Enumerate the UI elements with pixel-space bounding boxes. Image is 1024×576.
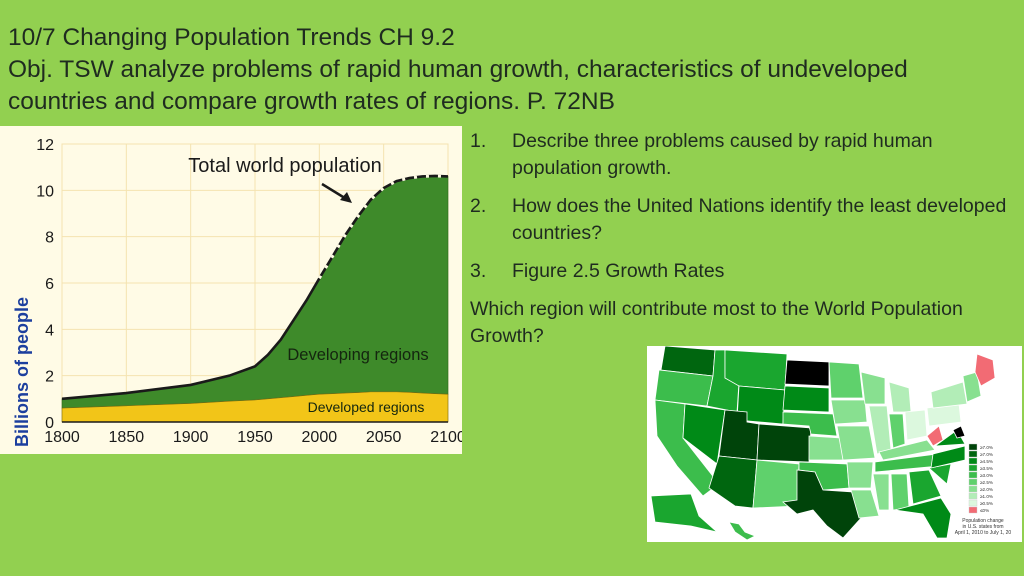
state-maine xyxy=(974,353,996,387)
question-list: 1. Describe three problems caused by rap… xyxy=(470,128,1020,350)
legend-swatch xyxy=(968,457,978,465)
state-wisconsin xyxy=(860,371,886,405)
state-south-dakota xyxy=(782,385,830,413)
state-pennsylvania xyxy=(926,403,962,427)
state-mississippi xyxy=(872,473,890,511)
state-kansas xyxy=(808,435,844,461)
state-alabama xyxy=(890,473,910,511)
state-missouri xyxy=(836,425,876,461)
legend-swatch xyxy=(968,478,978,486)
x-tick-label: 2000 xyxy=(302,429,338,446)
slide-header: 10/7 Changing Population Trends CH 9.2 O… xyxy=(8,22,1018,118)
question-number: 1. xyxy=(470,130,487,152)
state-west-virginia xyxy=(926,425,944,447)
state-alaska xyxy=(650,493,718,533)
state-north-carolina xyxy=(930,445,966,469)
map-caption: Population change in U.S. states from Ap… xyxy=(955,518,1012,536)
question-number: 2. xyxy=(470,195,487,217)
question-2: 2. How does the United Nations identify … xyxy=(470,193,1020,247)
legend-swatch xyxy=(968,471,978,479)
legend-label: ≥3.5% xyxy=(980,466,993,471)
state-michigan xyxy=(888,381,912,413)
legend-swatch xyxy=(968,450,978,458)
legend-swatch xyxy=(968,443,978,451)
legend-swatch xyxy=(968,499,978,507)
state-arizona xyxy=(708,455,758,509)
map-caption-line: April 1, 2010 to July 1, 20 xyxy=(955,530,1012,536)
us-growth-map: ≥7.0% ≥7.0% ≥4.5% ≥3.5% ≥3.0% ≥2.5% ≥2.0% ≥1.0%… xyxy=(647,346,1022,542)
legend-swatch xyxy=(968,492,978,500)
x-tick-label: 1950 xyxy=(237,429,273,446)
map-caption-line: Population change xyxy=(962,518,1004,524)
state-kentucky xyxy=(878,439,936,461)
y-tick-label: 8 xyxy=(45,230,54,247)
objective-line-2: countries and compare growth rates of re… xyxy=(8,88,615,115)
legend-label: ≤0% xyxy=(980,508,989,513)
state-hawaii xyxy=(728,521,756,541)
state-georgia xyxy=(908,469,942,505)
y-tick-label: 4 xyxy=(45,322,54,339)
chart-title: Total world population xyxy=(188,155,381,177)
x-tick-label: 1800 xyxy=(44,429,80,446)
x-tick-label: 2100 xyxy=(430,429,462,446)
question-number: 3. xyxy=(470,260,487,282)
region-prompt: Which region will contribute most to the… xyxy=(470,298,963,347)
developing-regions-label: Developing regions xyxy=(287,346,428,364)
state-texas xyxy=(782,469,862,539)
state-iowa xyxy=(830,399,868,425)
question-3: 3. Figure 2.5 Growth Rates xyxy=(470,258,1020,285)
state-north-dakota xyxy=(784,359,830,387)
legend-label: ≥2.5% xyxy=(980,480,993,485)
x-tick-label: 1900 xyxy=(173,429,209,446)
legend-label: ≥7.0% xyxy=(980,452,993,457)
x-tick-label: 1850 xyxy=(109,429,145,446)
question-text: How does the United Nations identify the… xyxy=(512,195,1007,244)
state-dc-area xyxy=(952,425,966,439)
y-tick-label: 6 xyxy=(45,276,54,293)
state-minnesota xyxy=(828,361,864,399)
state-oregon xyxy=(654,369,714,407)
objective-line-1: Obj. TSW analyze problems of rapid human… xyxy=(8,56,908,83)
state-florida xyxy=(894,497,952,539)
y-tick-label: 2 xyxy=(45,369,54,386)
map-caption-line: in U.S. states from xyxy=(962,524,1003,530)
population-chart-svg: 0 2 4 6 8 10 12 1800 1850 1900 1950 2000 2050 2100 Bi… xyxy=(12,137,462,447)
legend-label: ≥1.0% xyxy=(980,494,993,499)
state-colorado xyxy=(756,423,812,463)
us-growth-map-svg: ≥7.0% ≥7.0% ≥4.5% ≥3.5% ≥3.0% ≥2.5% ≥2.0% ≥1.0%… xyxy=(650,346,1012,541)
developed-regions-label: Developed regions xyxy=(308,399,425,415)
question-text: Describe three problems caused by rapid … xyxy=(512,130,933,179)
legend-label: ≥4.5% xyxy=(980,459,993,464)
legend-swatch xyxy=(968,464,978,472)
question-1: 1. Describe three problems caused by rap… xyxy=(470,128,1020,182)
state-new-england xyxy=(962,371,982,403)
map-legend: ≥7.0% ≥7.0% ≥4.5% ≥3.5% ≥3.0% ≥2.5% ≥2.0% ≥1.0%… xyxy=(968,443,993,514)
state-louisiana xyxy=(850,489,880,519)
legend-label: ≥7.0% xyxy=(980,445,993,450)
question-text: Figure 2.5 Growth Rates xyxy=(512,260,725,282)
y-tick-label: 10 xyxy=(36,183,54,200)
legend-swatch xyxy=(968,506,978,514)
legend-swatch xyxy=(968,485,978,493)
legend-label: ≥0.5% xyxy=(980,501,993,506)
slide-title: 10/7 Changing Population Trends CH 9.2 xyxy=(8,24,455,51)
y-tick-label: 0 xyxy=(45,415,54,432)
state-indiana xyxy=(888,413,906,449)
population-chart: 0 2 4 6 8 10 12 1800 1850 1900 1950 2000 2050 2100 Bi… xyxy=(0,126,462,454)
state-arkansas xyxy=(846,461,874,489)
projection-dash xyxy=(318,174,449,280)
state-ohio xyxy=(904,409,928,441)
y-tick-label: 12 xyxy=(36,137,54,154)
title-arrowhead xyxy=(340,192,352,203)
developed-regions-area xyxy=(61,391,449,423)
legend-label: ≥2.0% xyxy=(980,487,993,492)
state-shapes xyxy=(650,346,996,541)
legend-label: ≥3.0% xyxy=(980,473,993,478)
state-new-york xyxy=(930,381,968,409)
x-tick-label: 2050 xyxy=(366,429,402,446)
y-axis-label: Billions of people xyxy=(12,297,32,447)
